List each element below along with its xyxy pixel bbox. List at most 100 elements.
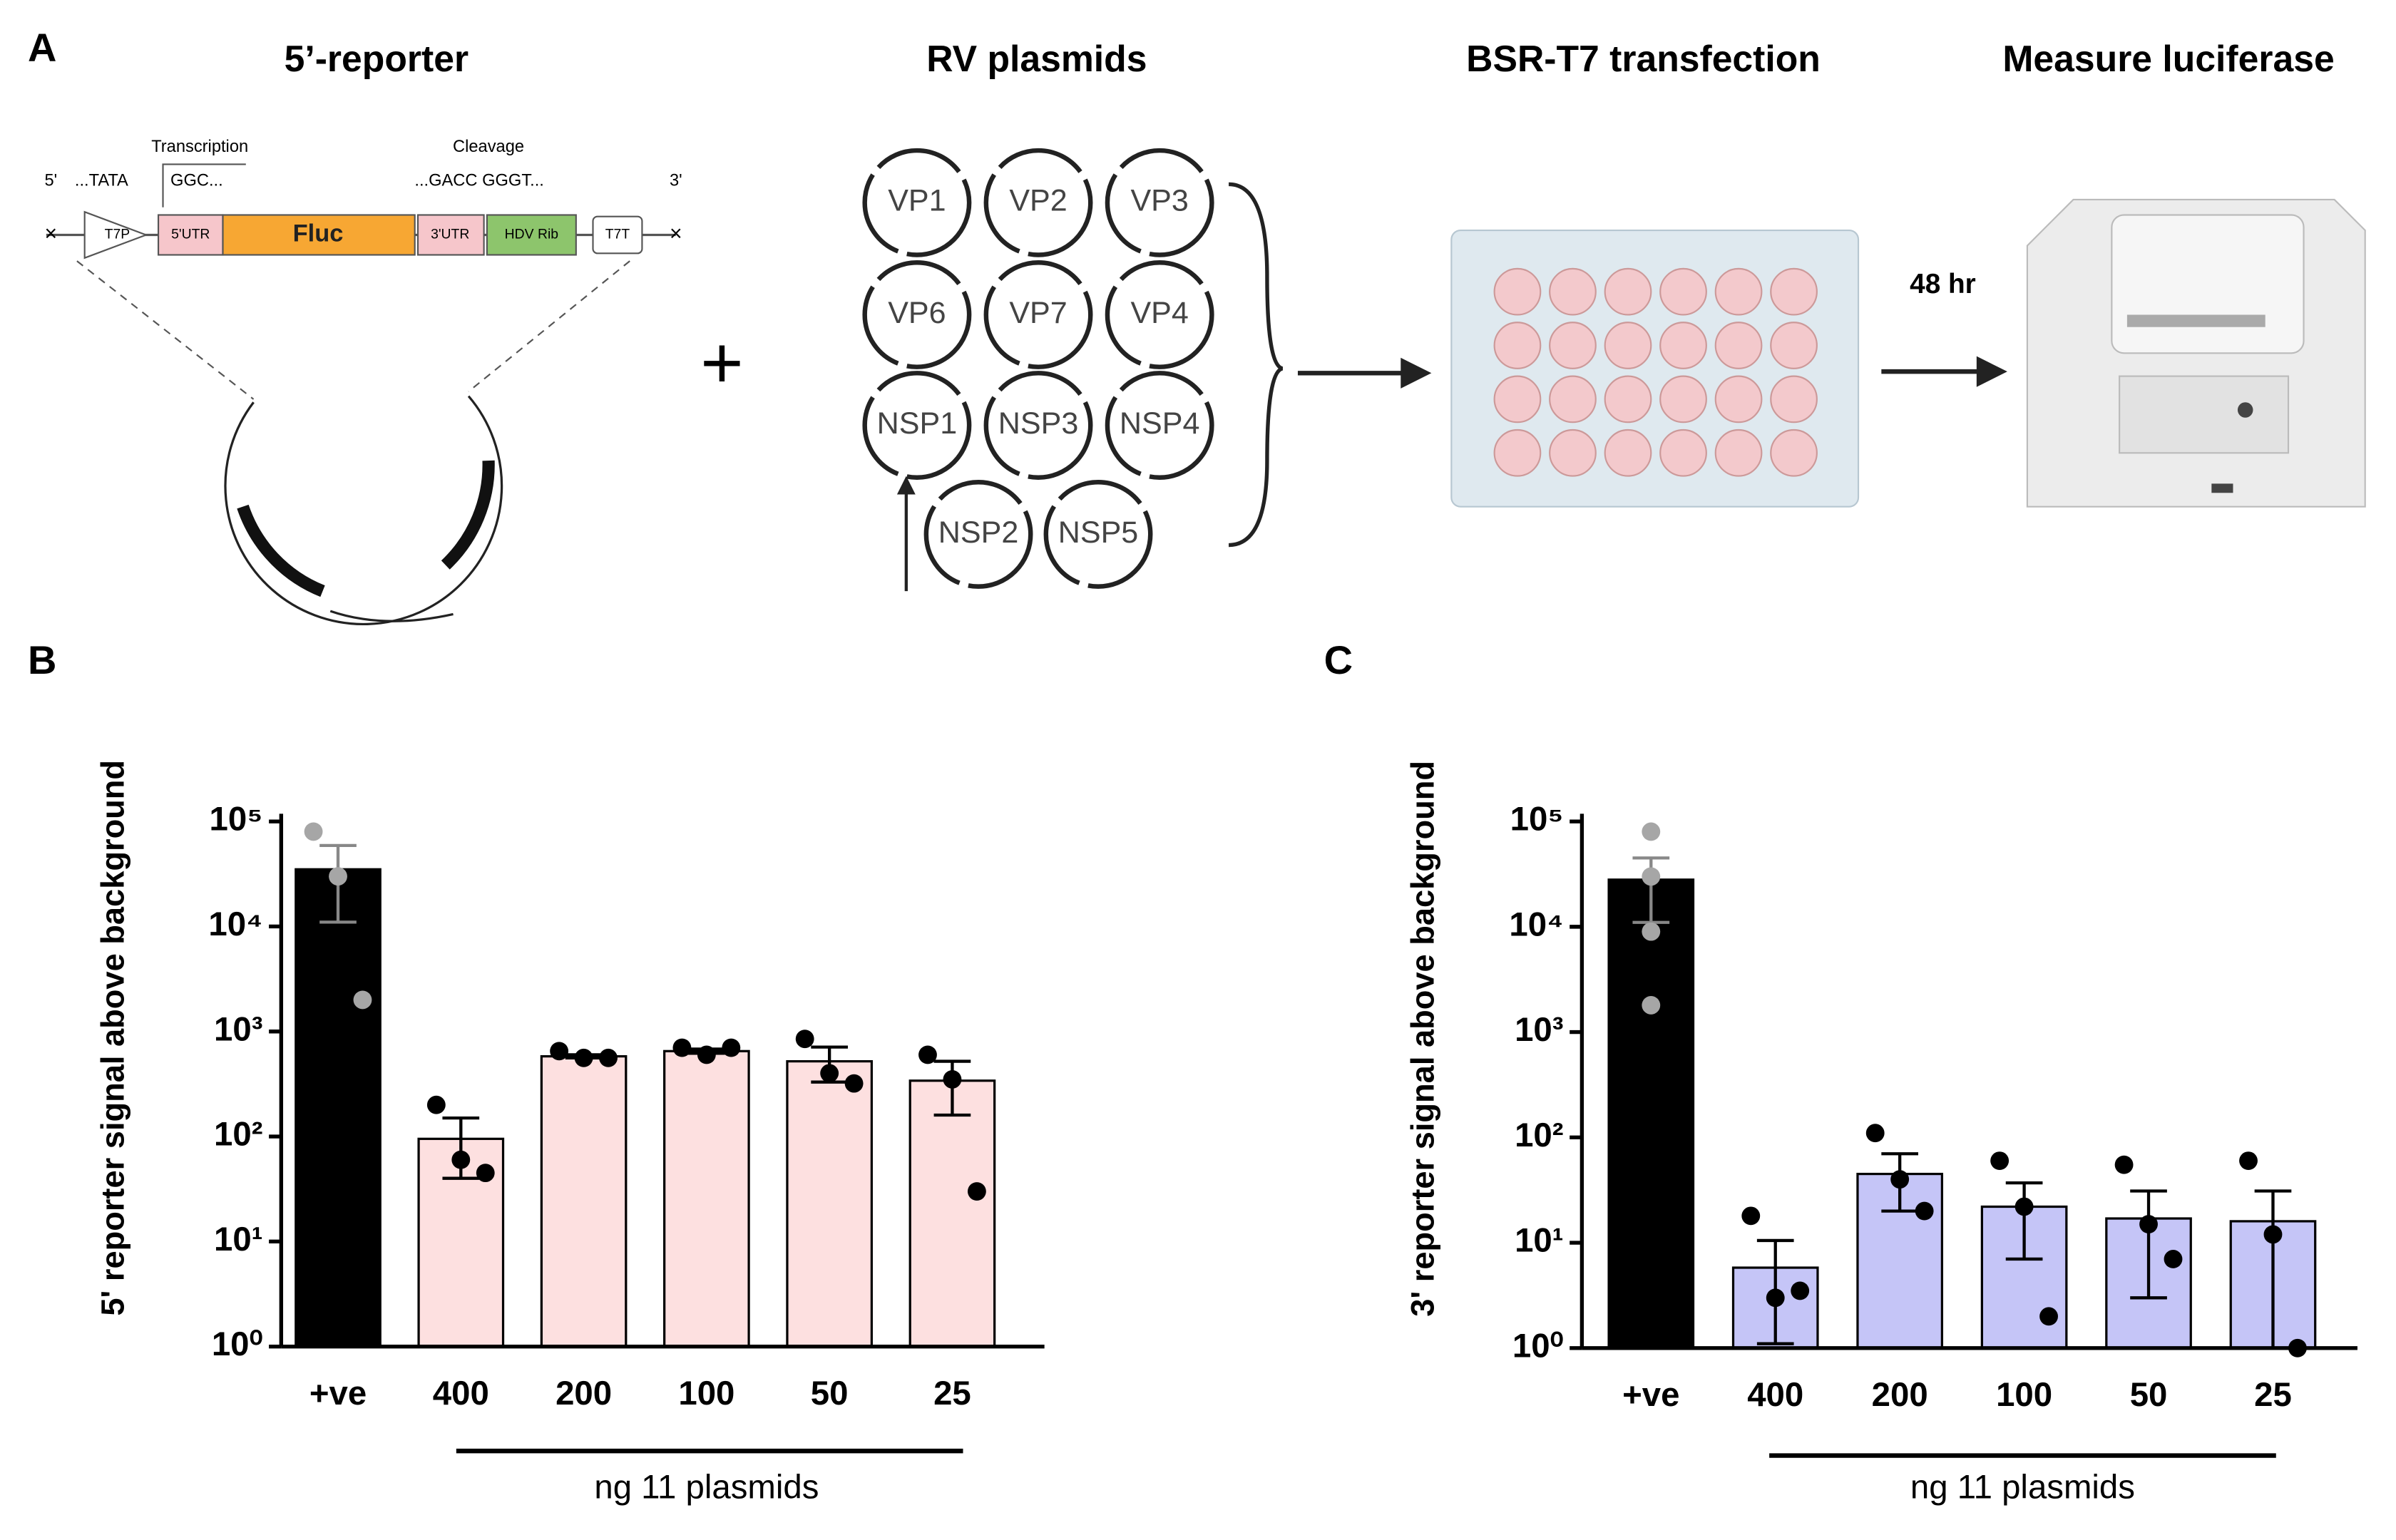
plasmid [862,371,972,480]
panel-title: Measure luciferase [2002,38,2334,79]
arrowhead [896,476,916,495]
well [1770,375,1818,423]
data-point [353,990,372,1010]
x-tick-label: 200 [556,1375,612,1412]
t7p [83,210,148,260]
well [1770,322,1818,369]
data-point [1642,867,1661,886]
data-point [1766,1288,1785,1308]
port [2211,483,2233,493]
label: 3' [670,171,682,190]
arrow [162,163,246,207]
label: Fluc [293,220,344,247]
well [1714,267,1763,316]
data-point [1642,995,1661,1015]
data-point [844,1074,864,1093]
label: Cleavage [453,138,524,156]
data-point [2239,1151,2258,1171]
label: 5' [44,171,57,190]
plasmid-label: VP3 [1130,184,1188,218]
data-point [304,822,323,841]
data-point [451,1150,471,1169]
time-label: 48 hr [1910,269,1976,299]
bar [663,1049,750,1348]
well [1493,428,1542,477]
x-axis-label: ng 11 plasmids [1910,1468,2135,1506]
utr5 [157,214,224,256]
panel-title: RV plasmids [926,38,1147,79]
well [1604,428,1652,477]
error-bar [2005,1181,2043,1261]
arrow [329,610,454,622]
plasmid-label: NSP3 [998,406,1079,441]
y-tick-label: 10¹ [214,1221,262,1258]
data-point [967,1182,986,1201]
plasmid [983,371,1093,480]
well [1770,267,1818,316]
data-point [2263,1225,2283,1244]
fluc [222,214,416,256]
data-point [1990,1151,2010,1171]
data-point [943,1069,962,1089]
panel-a: A 5’-reporter RV plasmids BSR-T7 transfe… [28,25,2366,625]
plasmid-label: NSP1 [877,406,958,441]
x-mark: × [670,222,682,245]
well [1604,322,1652,369]
well [1549,375,1597,423]
x-tick-label: 25 [933,1375,971,1412]
label: 5'UTR [171,227,210,242]
x-tick-label: 50 [811,1375,849,1412]
data-point [574,1048,593,1067]
lid [2111,214,2305,354]
luminometer [2026,198,2366,508]
label: Transcription [151,138,248,156]
panel-title: 5’-reporter [285,38,469,79]
x-tick-label: 100 [1996,1376,2052,1414]
slot [2126,314,2266,327]
well [1714,375,1763,423]
data-point [1865,1124,1885,1143]
data-point [697,1045,716,1064]
y-tick-label: 10⁵ [1510,801,1564,838]
well [1659,322,1707,369]
data-point [2014,1197,2034,1216]
bar [908,1079,996,1348]
data-point [1890,1170,1910,1189]
x-tick-label: 400 [433,1375,489,1412]
label: T7T [605,227,630,242]
data-point [1915,1201,1934,1221]
label: T7P [105,227,130,242]
y-tick-label: 10⁵ [210,801,263,838]
plasmid-label: NSP2 [938,515,1019,550]
panel-letter: A [28,25,56,70]
data-point [672,1038,692,1057]
plasmid [983,148,1093,257]
label: GGC... [170,171,223,190]
y-axis-label: 5' reporter signal above background [95,760,131,1316]
plasmid-label: VP4 [1130,296,1188,330]
x-tick-label: +ve [309,1375,367,1412]
data-point [1642,822,1661,841]
gene [237,504,325,597]
label: ...TATA [75,171,128,190]
plasmid-label: VP6 [888,296,946,330]
plasmid-label: NSP4 [1120,406,1199,441]
y-axis-label: 3' reporter signal above background [1405,761,1441,1317]
well [1770,428,1818,477]
label: 3'UTR [431,227,469,242]
bar [786,1059,873,1348]
well [1714,322,1763,369]
x-tick-label: 50 [2130,1376,2168,1414]
utr3 [416,214,485,256]
error-bar [2130,1189,2167,1300]
data-point [918,1045,937,1064]
well [1493,322,1542,369]
x-tick-label: 25 [2254,1376,2292,1414]
y-tick-label: 10² [214,1116,262,1154]
panel-title: BSR-T7 transfection [1466,38,1821,79]
x-tick-label: 100 [678,1375,734,1412]
drawer [2119,375,2290,454]
t7t [592,215,643,255]
data-point [795,1030,814,1049]
